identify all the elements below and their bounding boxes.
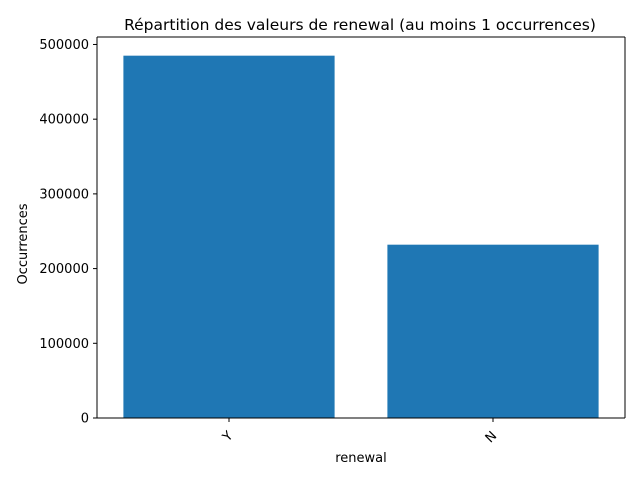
y-tick-label: 0 bbox=[81, 412, 89, 427]
x-axis-label: renewal bbox=[335, 451, 387, 466]
y-tick-label: 300000 bbox=[39, 187, 89, 202]
y-tick-label: 400000 bbox=[39, 113, 89, 128]
y-tick-label: 100000 bbox=[39, 337, 89, 352]
bar-N bbox=[387, 244, 599, 418]
y-axis-label: Occurrences bbox=[16, 203, 31, 284]
plot-area: 0 100000 200000 300000 400000 500000 Y N bbox=[39, 36, 626, 446]
x-tick-label: Y bbox=[219, 429, 236, 446]
y-tick-label: 500000 bbox=[39, 38, 89, 53]
chart-title: Répartition des valeurs de renewal (au m… bbox=[124, 16, 596, 34]
bar-Y bbox=[123, 55, 335, 418]
y-tick-label: 200000 bbox=[39, 262, 89, 277]
x-tick-label: N bbox=[483, 429, 500, 446]
